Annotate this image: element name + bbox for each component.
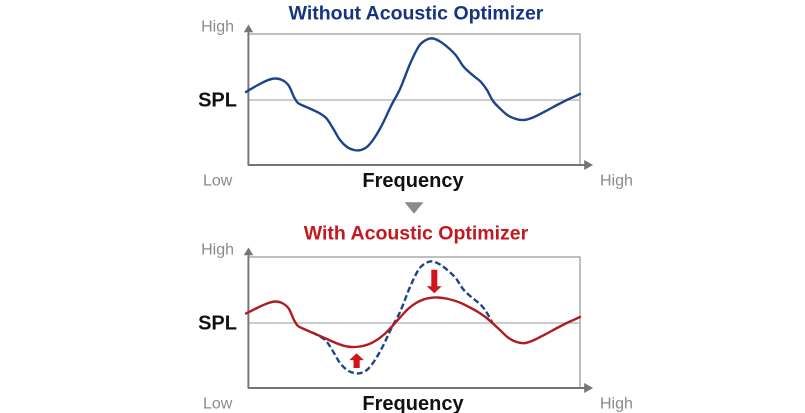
svg-text:Frequency: Frequency [362, 170, 464, 192]
svg-text:Low: Low [203, 173, 233, 190]
svg-text:High: High [600, 396, 633, 413]
svg-text:High: High [600, 173, 633, 190]
svg-text:High: High [201, 242, 234, 259]
svg-text:SPL: SPL [198, 313, 237, 335]
svg-text:Without Acoustic Optimizer: Without Acoustic Optimizer [289, 2, 544, 24]
svg-text:With Acoustic Optimizer: With Acoustic Optimizer [304, 222, 529, 244]
svg-text:High: High [201, 19, 234, 36]
svg-text:SPL: SPL [198, 90, 237, 112]
svg-text:Frequency: Frequency [362, 393, 464, 413]
svg-text:Low: Low [203, 396, 233, 413]
